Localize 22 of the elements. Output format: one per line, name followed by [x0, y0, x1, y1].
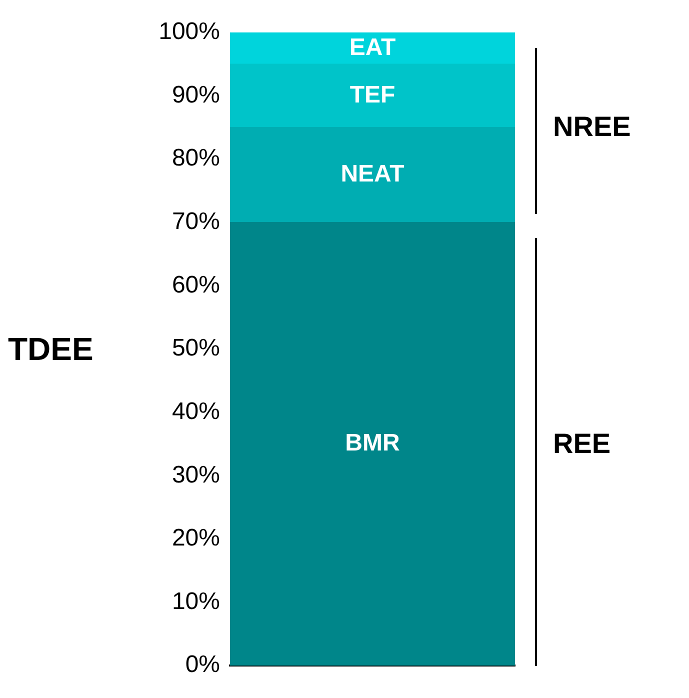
bar — [230, 64, 515, 128]
y-tick-label: 60% — [172, 271, 220, 298]
y-tick-label: 20% — [172, 524, 220, 552]
series-label: NEAT — [340, 160, 405, 188]
y-axis-title: TDEE — [8, 331, 94, 367]
bar — [230, 127, 515, 223]
y-tick-label: 70% — [172, 208, 220, 235]
y-tick-label: 80% — [172, 144, 220, 172]
y-tick-label: 30% — [172, 461, 220, 488]
y-tick-label: 90% — [172, 81, 220, 108]
series-label: BMR — [345, 430, 400, 457]
y-tick-label: 40% — [172, 398, 220, 425]
y-tick-label: 100% — [158, 18, 220, 46]
y-tick-label: 0% — [185, 651, 220, 678]
y-tick-label: 10% — [172, 588, 220, 615]
bar — [230, 222, 515, 666]
series-label: TEF — [350, 81, 396, 108]
y-tick-label: 50% — [172, 334, 220, 362]
text: REE — [553, 428, 611, 460]
text: NREE — [553, 111, 631, 144]
series-label: EAT — [349, 34, 396, 61]
bar — [230, 32, 515, 64]
